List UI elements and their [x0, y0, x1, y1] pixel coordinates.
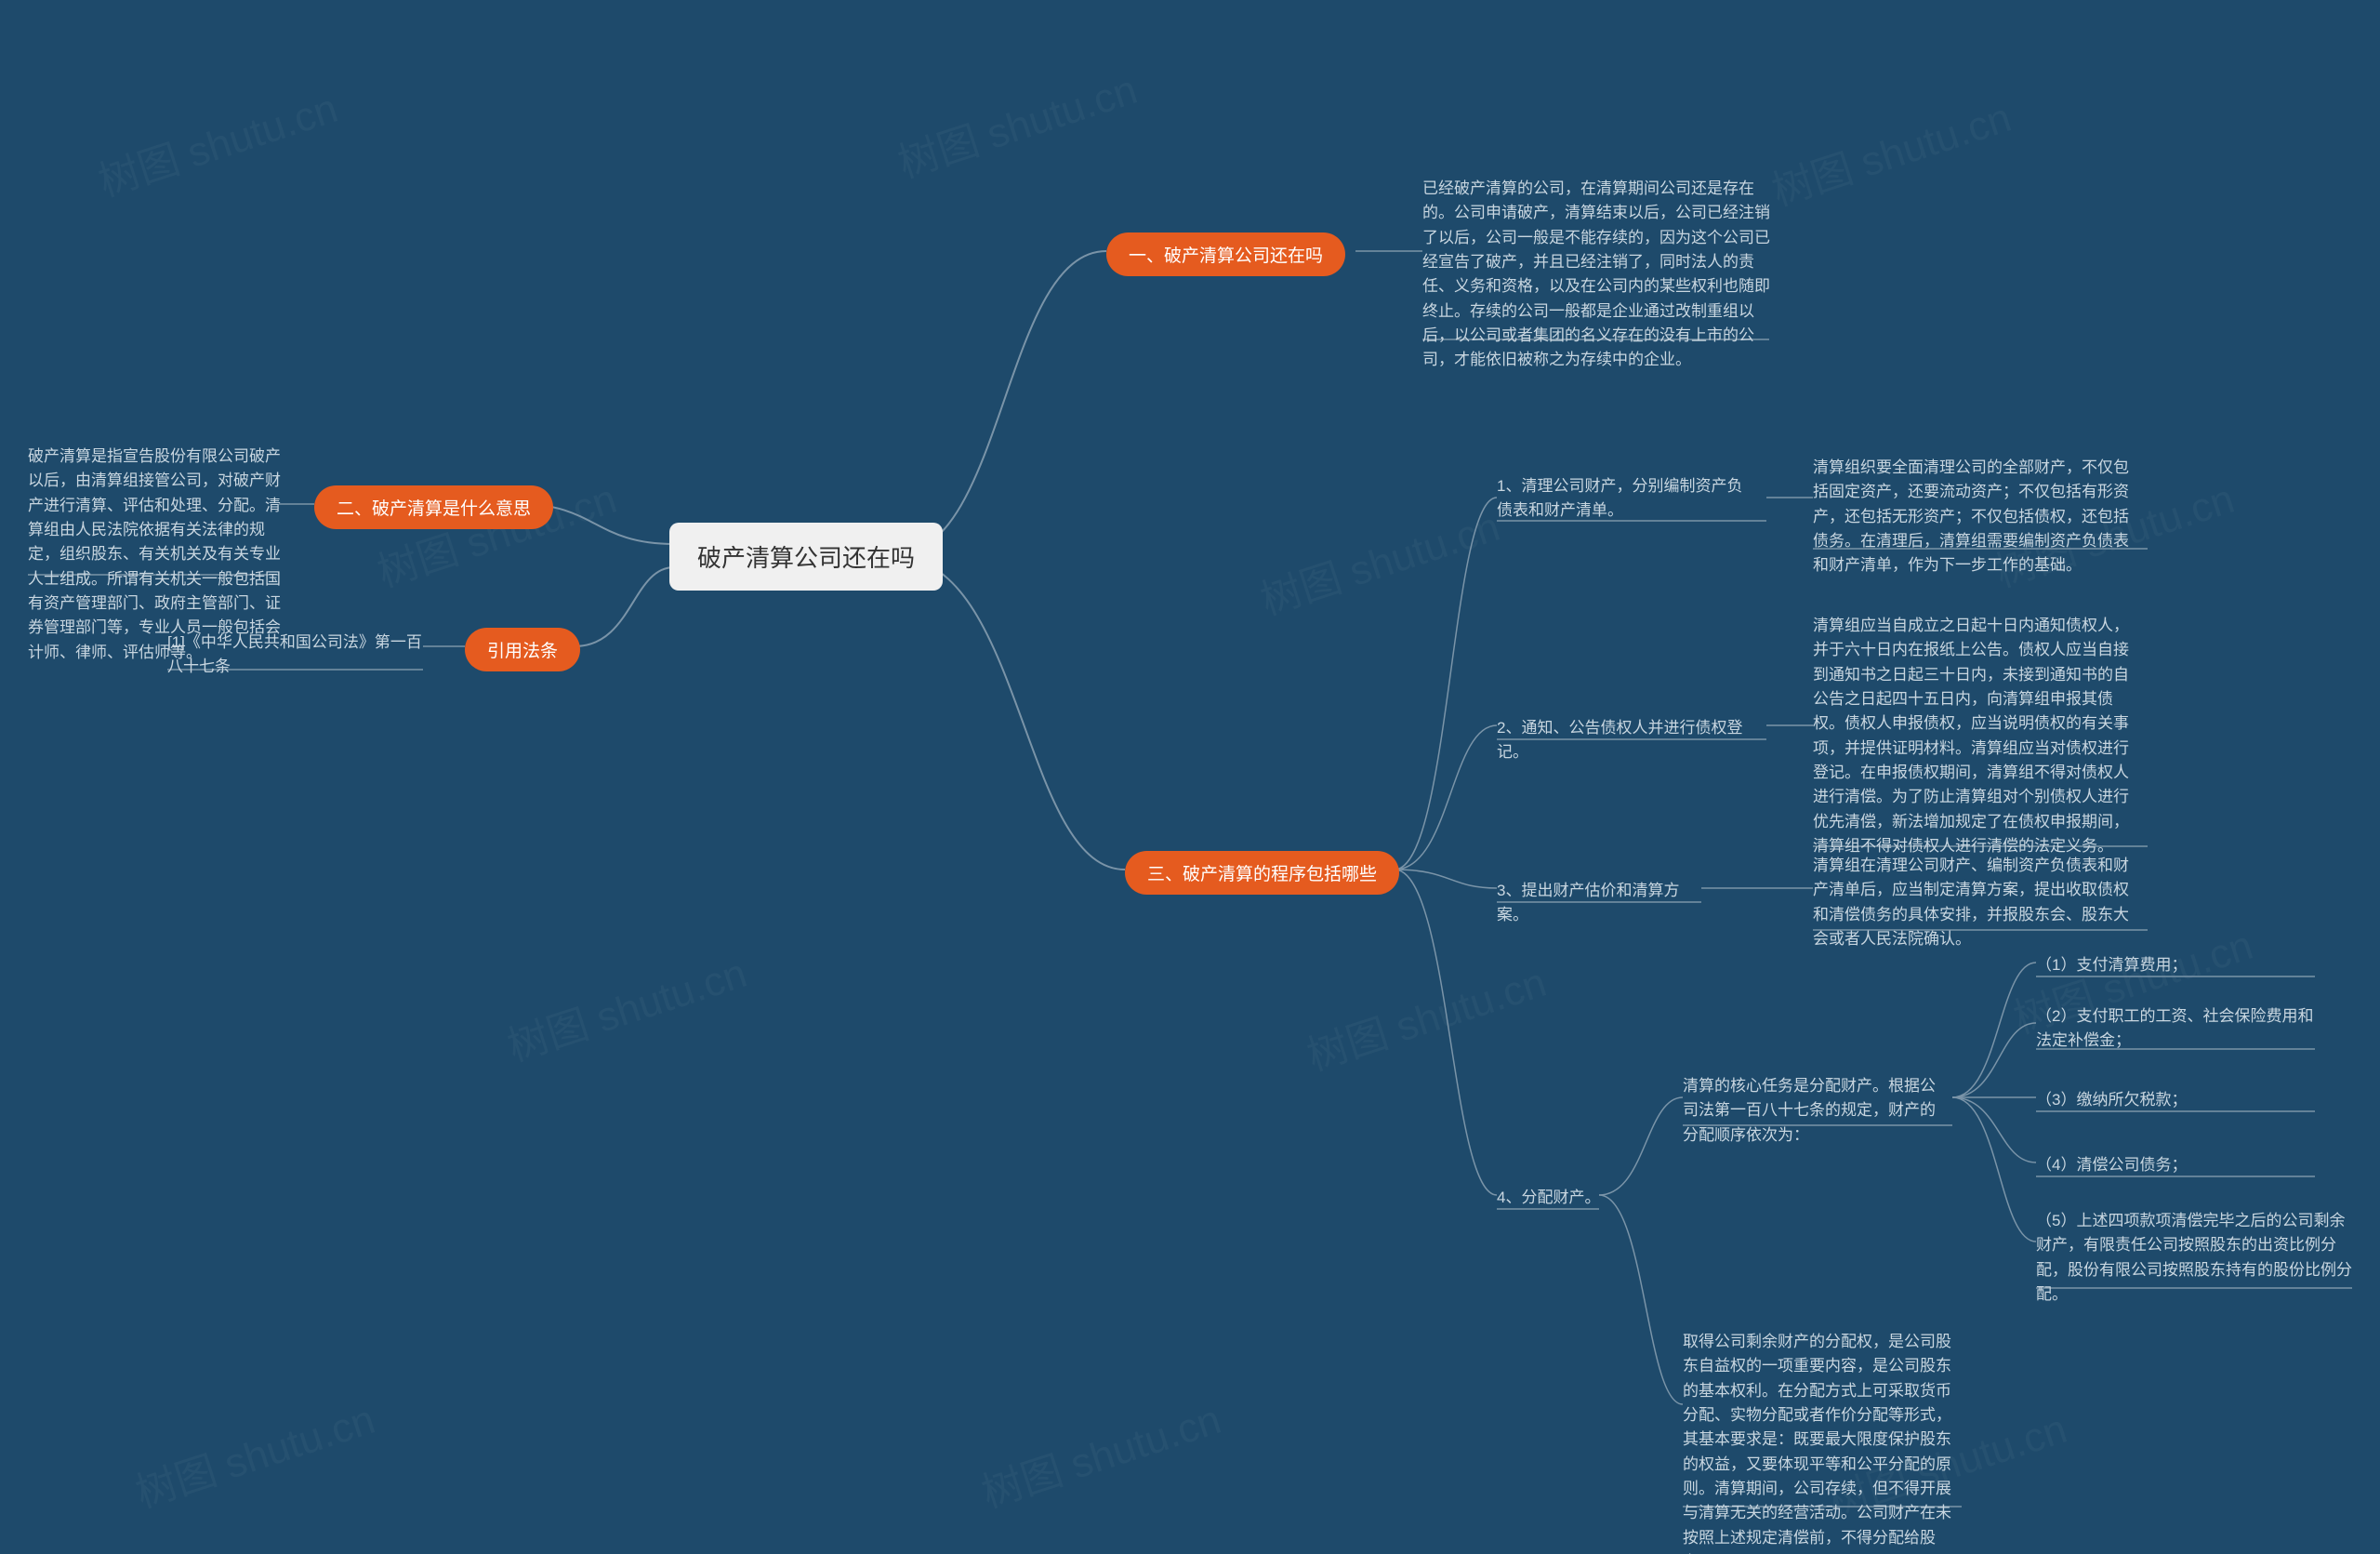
- step-4-item-4: （4）清偿公司债务；: [2036, 1153, 2187, 1177]
- watermark: 树图 shutu.cn: [90, 74, 344, 207]
- watermark: 树图 shutu.cn: [890, 56, 1144, 189]
- step-4-extra: 取得公司剩余财产的分配权，是公司股东自益权的一项重要内容，是公司股东的基本权利。…: [1683, 1330, 1962, 1554]
- branch-1-detail: 已经破产清算的公司，在清算期间公司还是存在的。公司申请破产，清算结束以后，公司已…: [1422, 177, 1776, 373]
- watermark: 树图 shutu.cn: [499, 939, 753, 1072]
- step-4-item-5: （5）上述四项款项清偿完毕之后的公司剩余财产，有限责任公司按照股东的出资比例分配…: [2036, 1209, 2352, 1307]
- step-2-label: 2、通知、公告债权人并进行债权登记。: [1497, 716, 1757, 765]
- step-4-item-1: （1）支付清算费用；: [2036, 953, 2187, 977]
- watermark: 树图 shutu.cn: [1764, 84, 2017, 217]
- branch-1[interactable]: 一、破产清算公司还在吗: [1106, 232, 1345, 276]
- branch-4[interactable]: 引用法条: [465, 628, 580, 671]
- branch-2[interactable]: 二、破产清算是什么意思: [314, 485, 553, 529]
- watermark: 树图 shutu.cn: [973, 1386, 1227, 1519]
- step-4-label: 4、分配财产。: [1497, 1186, 1600, 1210]
- watermark: 树图 shutu.cn: [127, 1386, 381, 1519]
- step-4-core: 清算的核心任务是分配财产。根据公司法第一百八十七条的规定，财产的分配顺序依次为：: [1683, 1074, 1943, 1148]
- step-3-detail: 清算组在清理公司财产、编制资产负债表和财产清单后，应当制定清算方案，提出收取债权…: [1813, 854, 2138, 951]
- branch-4-detail: [1]《中华人民共和国公司法》第一百八十七条: [167, 631, 428, 680]
- watermark: 树图 shutu.cn: [1252, 493, 1506, 626]
- step-3-label: 3、提出财产估价和清算方案。: [1497, 879, 1701, 928]
- branch-3[interactable]: 三、破产清算的程序包括哪些: [1125, 851, 1399, 895]
- step-4-item-2: （2）支付职工的工资、社会保险费用和法定补偿金；: [2036, 1004, 2324, 1054]
- step-2-detail: 清算组应当自成立之日起十日内通知债权人，并于六十日内在报纸上公告。债权人应当自接…: [1813, 614, 2138, 858]
- step-4-item-3: （3）缴纳所欠税款；: [2036, 1088, 2187, 1112]
- step-1-detail: 清算组织要全面清理公司的全部财产，不仅包括固定资产，还要流动资产；不仅包括有形资…: [1813, 456, 2138, 578]
- root-node[interactable]: 破产清算公司还在吗: [669, 523, 943, 591]
- watermark: 树图 shutu.cn: [1299, 949, 1553, 1082]
- step-1-label: 1、清理公司财产，分别编制资产负债表和财产清单。: [1497, 474, 1757, 524]
